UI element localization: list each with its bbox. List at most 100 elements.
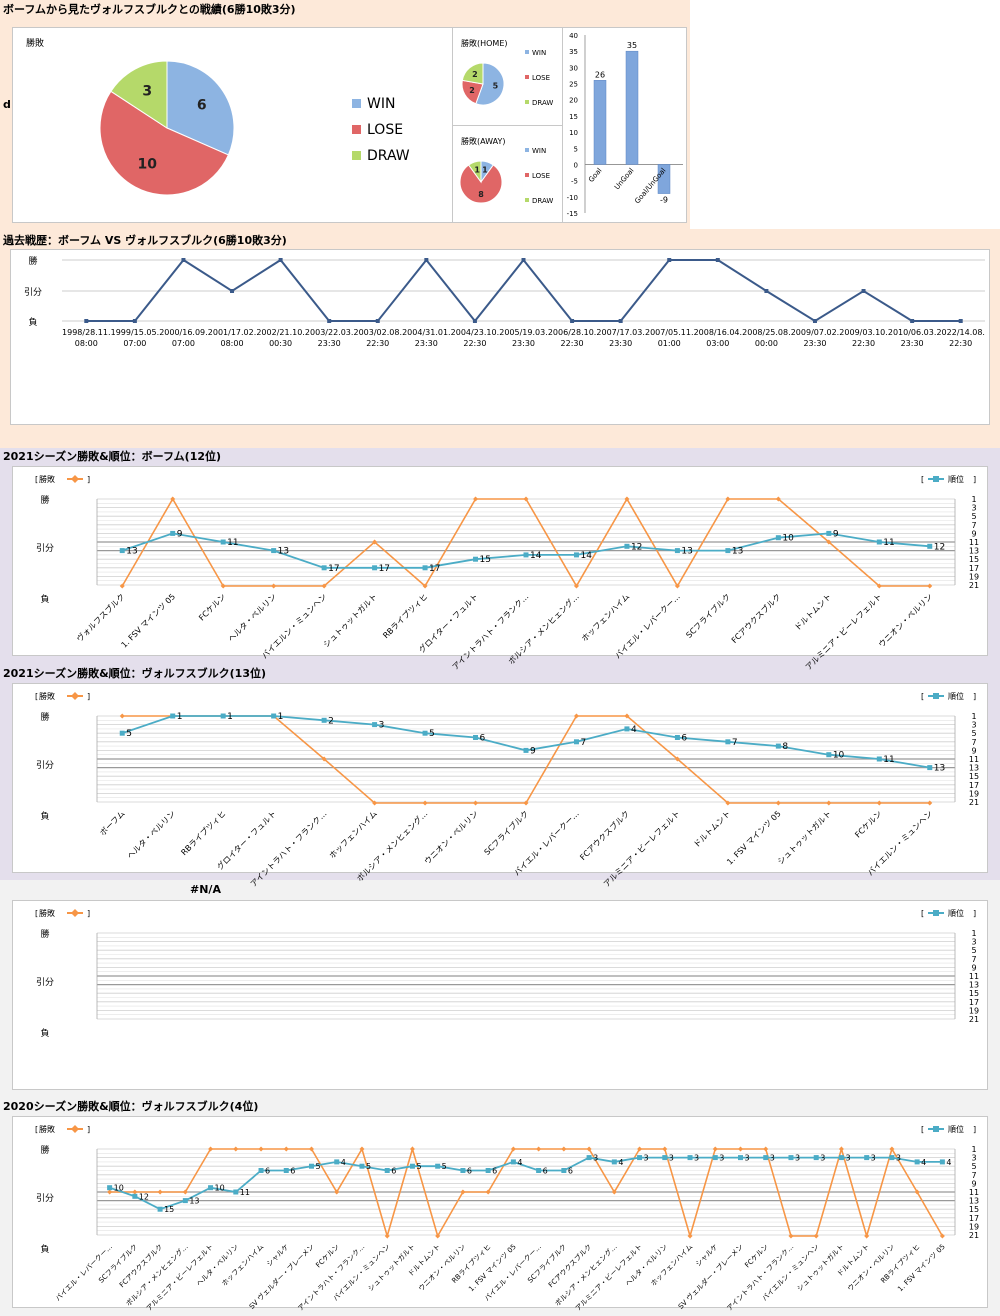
s2020_wolfsburg-rank-tick: 21 [969,1231,979,1240]
s2021_bochum-result-point [624,496,630,502]
s2020_wolfsburg-category-label: シャルケ [694,1243,719,1268]
s2020_wolfsburg-rank-point [208,1185,214,1191]
history-x-tick: 2009/07.02. 23:30 [791,328,840,348]
s2021_bochum-legend-right-marker [933,476,939,482]
s2020_wolfsburg-result-point [182,1189,188,1195]
s2020_wolfsburg-result-point [763,1146,769,1152]
s2020_wolfsburg-rank-point [939,1159,945,1165]
s2020_wolfsburg-result-point [788,1233,794,1239]
s2020_wolfsburg-rank-label: 6 [467,1167,472,1176]
s2021_bochum-result-point [876,583,882,589]
pie-label-away-lose: 8 [478,190,484,199]
s2021_wolfsburg-rank-label: 1 [177,712,183,722]
s2021_wolfsburg-legend-right-marker [933,693,939,699]
s2020_wolfsburg-rank-point [838,1155,844,1161]
legend-swatch-draw [352,151,361,160]
s2020_wolfsburg-rank-tick: 15 [969,1205,979,1214]
s2020_wolfsburg-rank-point [763,1155,769,1161]
s2020_wolfsburg-rank-label: 6 [543,1167,548,1176]
s2021_bochum-legend-left-close: ] [87,475,90,484]
s2021_bochum-category-label: FCケルン [197,592,227,622]
na_chart-legend-left-close: ] [87,909,90,918]
s2021_bochum-rank-tick: 11 [969,538,979,547]
history-point [327,319,332,323]
history-x-tick: 2004/31.01. 23:30 [402,328,451,348]
s2021_wolfsburg-rank-tick: 7 [971,738,976,747]
na-title: #N/A [190,883,221,896]
na_chart-legend-left-marker [71,909,79,917]
s2021_bochum-legend-right-label: 順位 [948,474,964,484]
s2020_wolfsburg-rank-point [712,1155,718,1161]
s2021_bochum-rank-label: 13 [681,547,692,557]
history-point [278,258,283,262]
history-x-tick: 2003/22.03. 23:30 [305,328,354,348]
s2021_bochum-result-point [573,583,579,589]
s2020_wolfsburg-result-point [864,1233,870,1239]
s2020_wolfsburg-result-point [409,1146,415,1152]
na_chart-y-label-0: 勝 [40,928,49,940]
bar-value-goal: 26 [595,70,605,79]
s2020_wolfsburg-rank-point [561,1168,567,1173]
small-legend-swatch-home-draw [525,100,529,104]
history-x-tick: 2008/16.04. 03:00 [694,328,743,348]
pie-slice-overall-win [166,60,235,156]
s2021_wolfsburg-rank-point [372,722,378,728]
s2020_wolfsburg-rank-point [738,1155,743,1161]
s2021_bochum-rank-point [775,535,781,541]
s2020_wolfsburg-rank-label: 4 [921,1158,926,1167]
s2021_wolfsburg-category-label: シュトゥットガルト [775,808,833,866]
pie-label-away-win: 1 [482,166,488,175]
s2021_bochum-legend-right-close: ] [973,475,976,484]
history-point [958,319,963,323]
s2020_wolfsburg-result-point [435,1233,441,1239]
s2020_wolfsburg-rank-tick: 9 [971,1179,976,1188]
s2021_bochum-category-label: ホッフェンハイム [580,592,631,643]
s2020_wolfsburg-legend-left-label: 勝敗 [39,1124,55,1134]
s2021_bochum-rank-label: 11 [227,538,238,548]
s2020_wolfsburg-rank-tick: 7 [971,1171,976,1180]
s2021_bochum-y-label-0: 勝 [40,494,49,506]
history-x-tick: 2007/05.11. 01:00 [645,328,694,348]
s2021_bochum-category-label: SCフライブルク [684,591,733,640]
s2021_wolfsburg-category-label: RBライプツィヒ [179,809,227,857]
s2021_wolfsburg-rank-point [573,739,579,745]
home-pie-title: 勝敗(HOME) [461,38,508,48]
s2020_wolfsburg-category-label: 1. FSV マインツ 05 [896,1243,946,1293]
history-chart-panel [10,249,990,425]
s2021_bochum-rank-label: 12 [934,542,945,552]
legend-swatch-lose [352,125,361,134]
small-legend-label-away-win: WIN [532,147,546,155]
s2021_bochum-category-label: シュトゥットガルト [321,591,379,649]
s2020_wolfsburg-legend-right-close: ] [973,1125,976,1134]
s2020_wolfsburg-rank-label: 6 [492,1167,497,1176]
s2021_wolfsburg-legend-left-bracket: [ [35,692,38,701]
s2020_wolfsburg-rank-point [157,1206,163,1212]
s2020_wolfsburg-rank-tick: 13 [969,1197,979,1206]
s2021_wolfsburg-result-point [372,800,378,806]
s2021_bochum-rank-label: 14 [530,551,542,561]
s2021_wolfsburg-rank-point [473,735,479,740]
bar-y-tick: 40 [569,32,578,40]
history-point [375,319,380,323]
s2020_wolfsburg-rank-label: 5 [366,1162,371,1171]
s2020_wolfsburg-result-point [561,1146,567,1152]
s2020_wolfsburg-result-point [889,1146,895,1152]
history-x-tick: 2008/25.08. 00:00 [742,328,791,348]
s2021_wolfsburg-rank-point [674,735,680,740]
s2021_bochum-rank-tick: 13 [969,547,979,556]
s2021_wolfsburg-result-point [725,800,731,806]
s2020_wolfsburg-result-point [662,1146,668,1152]
s2021_bochum-rank-tick: 5 [971,512,976,521]
page-title: ボーフムから見たヴォルフスブルクとの戦績(6勝10敗3分) [3,3,296,16]
na_chart-legend-left-bracket: [ [35,909,38,918]
s2020_wolfsburg-result-point [309,1146,314,1152]
s2020_wolfsburg-rank-point [662,1155,668,1161]
s2021_wolfsburg-rank-tick: 5 [971,729,976,738]
s2020_wolfsburg-rank-label: 5 [316,1162,321,1171]
s2020_wolfsburg-rank-label: 6 [265,1167,270,1176]
s2020_wolfsburg-rank-tick: 11 [969,1188,979,1197]
pie-slice-home-win [475,62,505,106]
s2021_wolfsburg-rank-label: 2 [328,716,334,726]
history-point [812,319,817,323]
bar-y-tick: -15 [567,210,578,218]
